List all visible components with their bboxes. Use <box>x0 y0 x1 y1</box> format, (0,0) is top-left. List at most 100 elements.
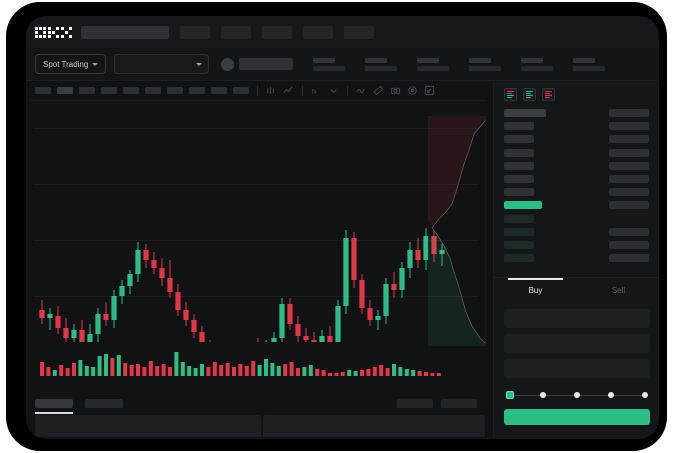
tab-buy-label: Buy <box>528 286 543 295</box>
okx-logo-icon[interactable] <box>35 26 72 38</box>
camera-icon[interactable] <box>390 85 401 96</box>
trading-pair-selector[interactable] <box>114 54 210 74</box>
orderbook-row[interactable] <box>504 227 649 237</box>
depth-chart-overlay <box>428 116 486 346</box>
market-subheader: Spot Trading <box>26 48 659 81</box>
timeframe-4[interactable] <box>101 87 117 94</box>
slider-step-1[interactable] <box>506 391 514 399</box>
device-frame: Spot Trading fx <box>6 2 667 451</box>
bottom-tab-bar <box>26 394 486 414</box>
tab-sell[interactable]: Sell <box>577 278 659 303</box>
slider-step-2[interactable] <box>540 392 546 398</box>
amount-slider[interactable] <box>506 391 650 401</box>
volume-chart <box>26 342 486 390</box>
coin-avatar-icon <box>221 57 235 71</box>
orderbook-row[interactable] <box>504 174 649 184</box>
bottom-action-1[interactable] <box>397 398 433 408</box>
orderbook-row[interactable] <box>504 109 649 118</box>
timeframe-2[interactable] <box>57 87 73 94</box>
orderbook-price-cell <box>504 161 534 170</box>
timeframe-7[interactable] <box>167 87 183 94</box>
timeframe-9[interactable] <box>211 87 227 94</box>
trading-mode-label: Spot Trading <box>43 59 89 69</box>
nav-item-5[interactable] <box>344 25 374 39</box>
bottom-tab-1[interactable] <box>35 398 73 414</box>
timeframe-10[interactable] <box>233 87 249 94</box>
chevron-down-icon <box>196 62 203 66</box>
bottom-panel-2[interactable] <box>263 415 485 437</box>
orderbook-price-cell <box>504 227 534 236</box>
nav-item-3[interactable] <box>262 25 292 39</box>
orderbook-row[interactable] <box>504 214 649 224</box>
orderbook-row[interactable] <box>504 161 649 171</box>
orderbook-price-cell <box>504 214 534 223</box>
orderbook-row[interactable] <box>504 240 649 250</box>
market-stat-2 <box>365 57 398 71</box>
indicators-icon[interactable]: fx <box>311 85 322 96</box>
chart-gridline <box>34 184 478 185</box>
slider-step-4[interactable] <box>608 392 614 398</box>
toolbar-divider <box>302 85 303 96</box>
timeframe-8[interactable] <box>189 87 205 94</box>
market-stats <box>293 57 606 71</box>
orderbook-amount-cell <box>609 254 649 263</box>
nav-item-2[interactable] <box>221 25 251 39</box>
timeframe-group <box>35 87 249 94</box>
bottom-action-2[interactable] <box>441 398 477 408</box>
timeframe-1[interactable] <box>35 87 51 94</box>
nav-item-4[interactable] <box>303 25 333 39</box>
slider-step-3[interactable] <box>574 392 580 398</box>
price-chart[interactable] <box>26 102 486 346</box>
market-stat-value <box>313 65 346 71</box>
chart-toolbar: fx <box>26 81 486 101</box>
chart-type-candles-icon[interactable] <box>266 85 277 96</box>
bottom-panels <box>26 415 486 439</box>
market-stat-value <box>573 65 606 71</box>
search-input[interactable] <box>81 25 169 39</box>
ruler-tool-icon[interactable] <box>373 85 384 96</box>
bottom-tab-2[interactable] <box>85 398 123 408</box>
orderbook-amount-cell <box>609 215 649 223</box>
orderbook-amount-cell <box>609 122 649 131</box>
order-total-input[interactable] <box>504 359 650 378</box>
toolbar-divider <box>347 85 348 96</box>
nav-item-1[interactable] <box>180 25 210 39</box>
orderbook-mode-both-icon[interactable] <box>504 88 517 101</box>
tab-buy[interactable]: Buy <box>494 278 577 303</box>
orderbook-row[interactable] <box>504 188 649 197</box>
market-stat-label <box>365 57 388 63</box>
fullscreen-icon[interactable] <box>424 85 435 96</box>
market-stat-label <box>573 57 596 63</box>
trading-mode-selector[interactable]: Spot Trading <box>35 54 107 74</box>
wave-tool-icon[interactable] <box>356 85 367 96</box>
market-stat-label <box>313 57 336 63</box>
orderbook-row[interactable] <box>504 254 649 263</box>
timeframe-3[interactable] <box>79 87 95 94</box>
settings-gear-icon[interactable] <box>407 85 418 96</box>
orderbook-row[interactable] <box>504 148 649 158</box>
orderbook-row[interactable] <box>504 135 649 144</box>
orderbook-mode-asks-icon[interactable] <box>542 88 555 101</box>
bottom-panel-1[interactable] <box>35 415 261 437</box>
chevron-down-icon[interactable] <box>328 85 339 96</box>
svg-text:fx: fx <box>312 88 318 95</box>
timeframe-5[interactable] <box>123 87 139 94</box>
order-form-fields <box>504 309 650 384</box>
submit-order-button[interactable] <box>504 409 650 425</box>
order-amount-input[interactable] <box>504 334 650 353</box>
orderbook-row[interactable] <box>504 201 649 210</box>
timeframe-6[interactable] <box>145 87 161 94</box>
slider-step-5[interactable] <box>642 392 648 398</box>
last-price-value <box>239 58 294 70</box>
orderbook-price-cell <box>504 188 534 197</box>
candlestick-series <box>39 228 445 342</box>
market-stat-6 <box>573 57 606 71</box>
orderbook-price-cell <box>504 174 534 183</box>
orderbook-row[interactable] <box>504 122 649 131</box>
chart-type-line-icon[interactable] <box>283 85 294 96</box>
orderbook-mode-bids-icon[interactable] <box>523 88 536 101</box>
order-price-input[interactable] <box>504 309 650 328</box>
toolbar-divider <box>257 85 258 96</box>
market-stat-label <box>417 57 440 63</box>
